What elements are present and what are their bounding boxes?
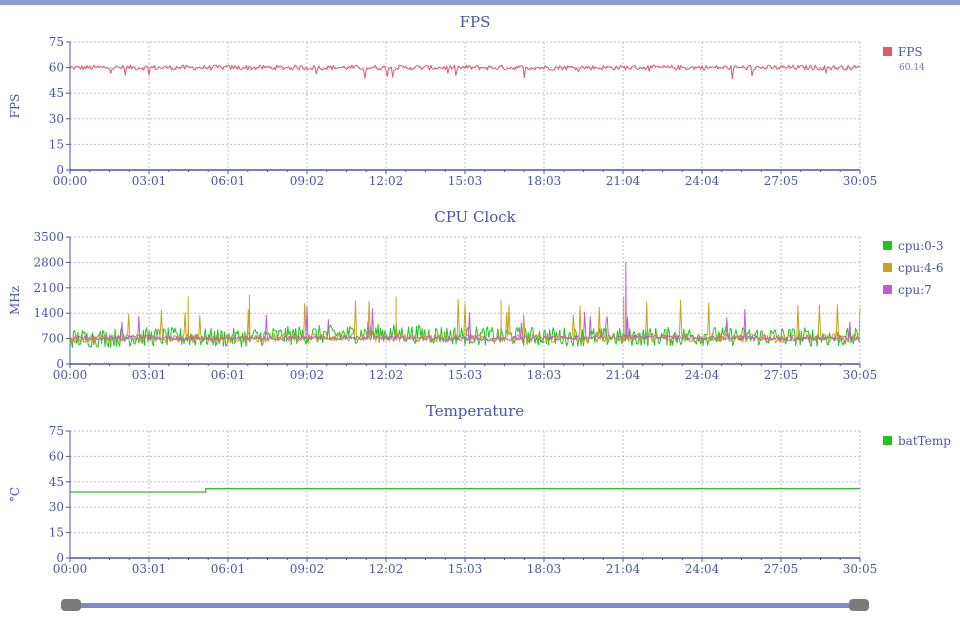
legend-label: FPS bbox=[898, 45, 923, 59]
legend-swatch bbox=[883, 47, 892, 56]
x-tick-label: 06:01 bbox=[211, 562, 246, 576]
y-axis-label: FPS bbox=[8, 94, 22, 119]
legend-label: batTemp bbox=[898, 434, 951, 448]
x-tick-label: 00:00 bbox=[53, 368, 88, 382]
x-tick-label: 12:02 bbox=[369, 562, 404, 576]
x-tick-label: 06:01 bbox=[211, 174, 246, 188]
x-tick-label: 03:01 bbox=[132, 174, 167, 188]
chart-title: Temperature bbox=[426, 402, 524, 420]
x-tick-label: 15:03 bbox=[448, 174, 483, 188]
x-tick-label: 30:05 bbox=[843, 562, 878, 576]
range-start-handle[interactable] bbox=[61, 599, 81, 611]
legend-swatch bbox=[883, 241, 892, 250]
x-tick-label: 12:02 bbox=[369, 368, 404, 382]
x-tick-label: 09:02 bbox=[290, 368, 325, 382]
y-tick-label: 15 bbox=[49, 137, 64, 151]
x-tick-label: 21:04 bbox=[606, 368, 641, 382]
legend-swatch bbox=[883, 436, 892, 445]
x-tick-label: 18:03 bbox=[527, 368, 562, 382]
x-tick-label: 09:02 bbox=[290, 562, 325, 576]
x-tick-label: 24:04 bbox=[685, 562, 720, 576]
x-tick-label: 27:05 bbox=[764, 174, 799, 188]
x-tick-label: 30:05 bbox=[843, 368, 878, 382]
legend-label: cpu:7 bbox=[898, 283, 932, 297]
chart-title: CPU Clock bbox=[434, 208, 516, 226]
y-tick-label: 75 bbox=[49, 35, 64, 49]
y-tick-label: 75 bbox=[49, 424, 64, 438]
y-tick-label: 30 bbox=[49, 112, 64, 126]
legend-label: cpu:0-3 bbox=[898, 239, 944, 253]
x-tick-label: 00:00 bbox=[53, 174, 88, 188]
y-tick-label: 45 bbox=[49, 475, 64, 489]
y-tick-label: 30 bbox=[49, 500, 64, 514]
y-tick-label: 2100 bbox=[33, 281, 64, 295]
x-tick-label: 06:01 bbox=[211, 368, 246, 382]
x-tick-label: 12:02 bbox=[369, 174, 404, 188]
y-axis-label: °C bbox=[8, 487, 22, 502]
range-end-handle[interactable] bbox=[849, 599, 869, 611]
x-tick-label: 18:03 bbox=[527, 562, 562, 576]
y-tick-label: 700 bbox=[41, 332, 64, 346]
x-tick-label: 15:03 bbox=[448, 562, 483, 576]
y-tick-label: 1400 bbox=[33, 306, 64, 320]
x-tick-label: 30:05 bbox=[843, 174, 878, 188]
y-tick-label: 3500 bbox=[33, 230, 64, 244]
x-tick-label: 24:04 bbox=[685, 174, 720, 188]
legend-summary-value: 60.14 bbox=[899, 63, 925, 73]
x-tick-label: 18:03 bbox=[527, 174, 562, 188]
y-tick-label: 0 bbox=[56, 551, 64, 565]
time-range-slider[interactable] bbox=[70, 603, 860, 608]
x-tick-label: 09:02 bbox=[290, 174, 325, 188]
x-tick-label: 21:04 bbox=[606, 174, 641, 188]
y-tick-label: 2800 bbox=[33, 255, 64, 269]
x-tick-label: 27:05 bbox=[764, 368, 799, 382]
x-tick-label: 03:01 bbox=[132, 368, 167, 382]
x-tick-label: 00:00 bbox=[53, 562, 88, 576]
y-axis-label: MHz bbox=[8, 286, 22, 315]
chart-title: FPS bbox=[460, 13, 491, 31]
legend-swatch bbox=[883, 263, 892, 272]
x-tick-label: 15:03 bbox=[448, 368, 483, 382]
y-tick-label: 60 bbox=[49, 61, 64, 75]
x-tick-label: 24:04 bbox=[685, 368, 720, 382]
legend-swatch bbox=[883, 285, 892, 294]
y-tick-label: 60 bbox=[49, 449, 64, 463]
x-tick-label: 03:01 bbox=[132, 562, 167, 576]
series-line-fps bbox=[69, 64, 861, 80]
y-tick-label: 45 bbox=[49, 86, 64, 100]
x-tick-label: 27:05 bbox=[764, 562, 799, 576]
series-line-battemp bbox=[70, 488, 860, 493]
y-tick-label: 0 bbox=[56, 357, 64, 371]
top-accent-bar bbox=[0, 0, 960, 5]
y-tick-label: 0 bbox=[56, 163, 64, 177]
legend-label: cpu:4-6 bbox=[898, 261, 944, 275]
series-line-cpu-7 bbox=[69, 261, 861, 342]
y-tick-label: 15 bbox=[49, 526, 64, 540]
x-tick-label: 21:04 bbox=[606, 562, 641, 576]
